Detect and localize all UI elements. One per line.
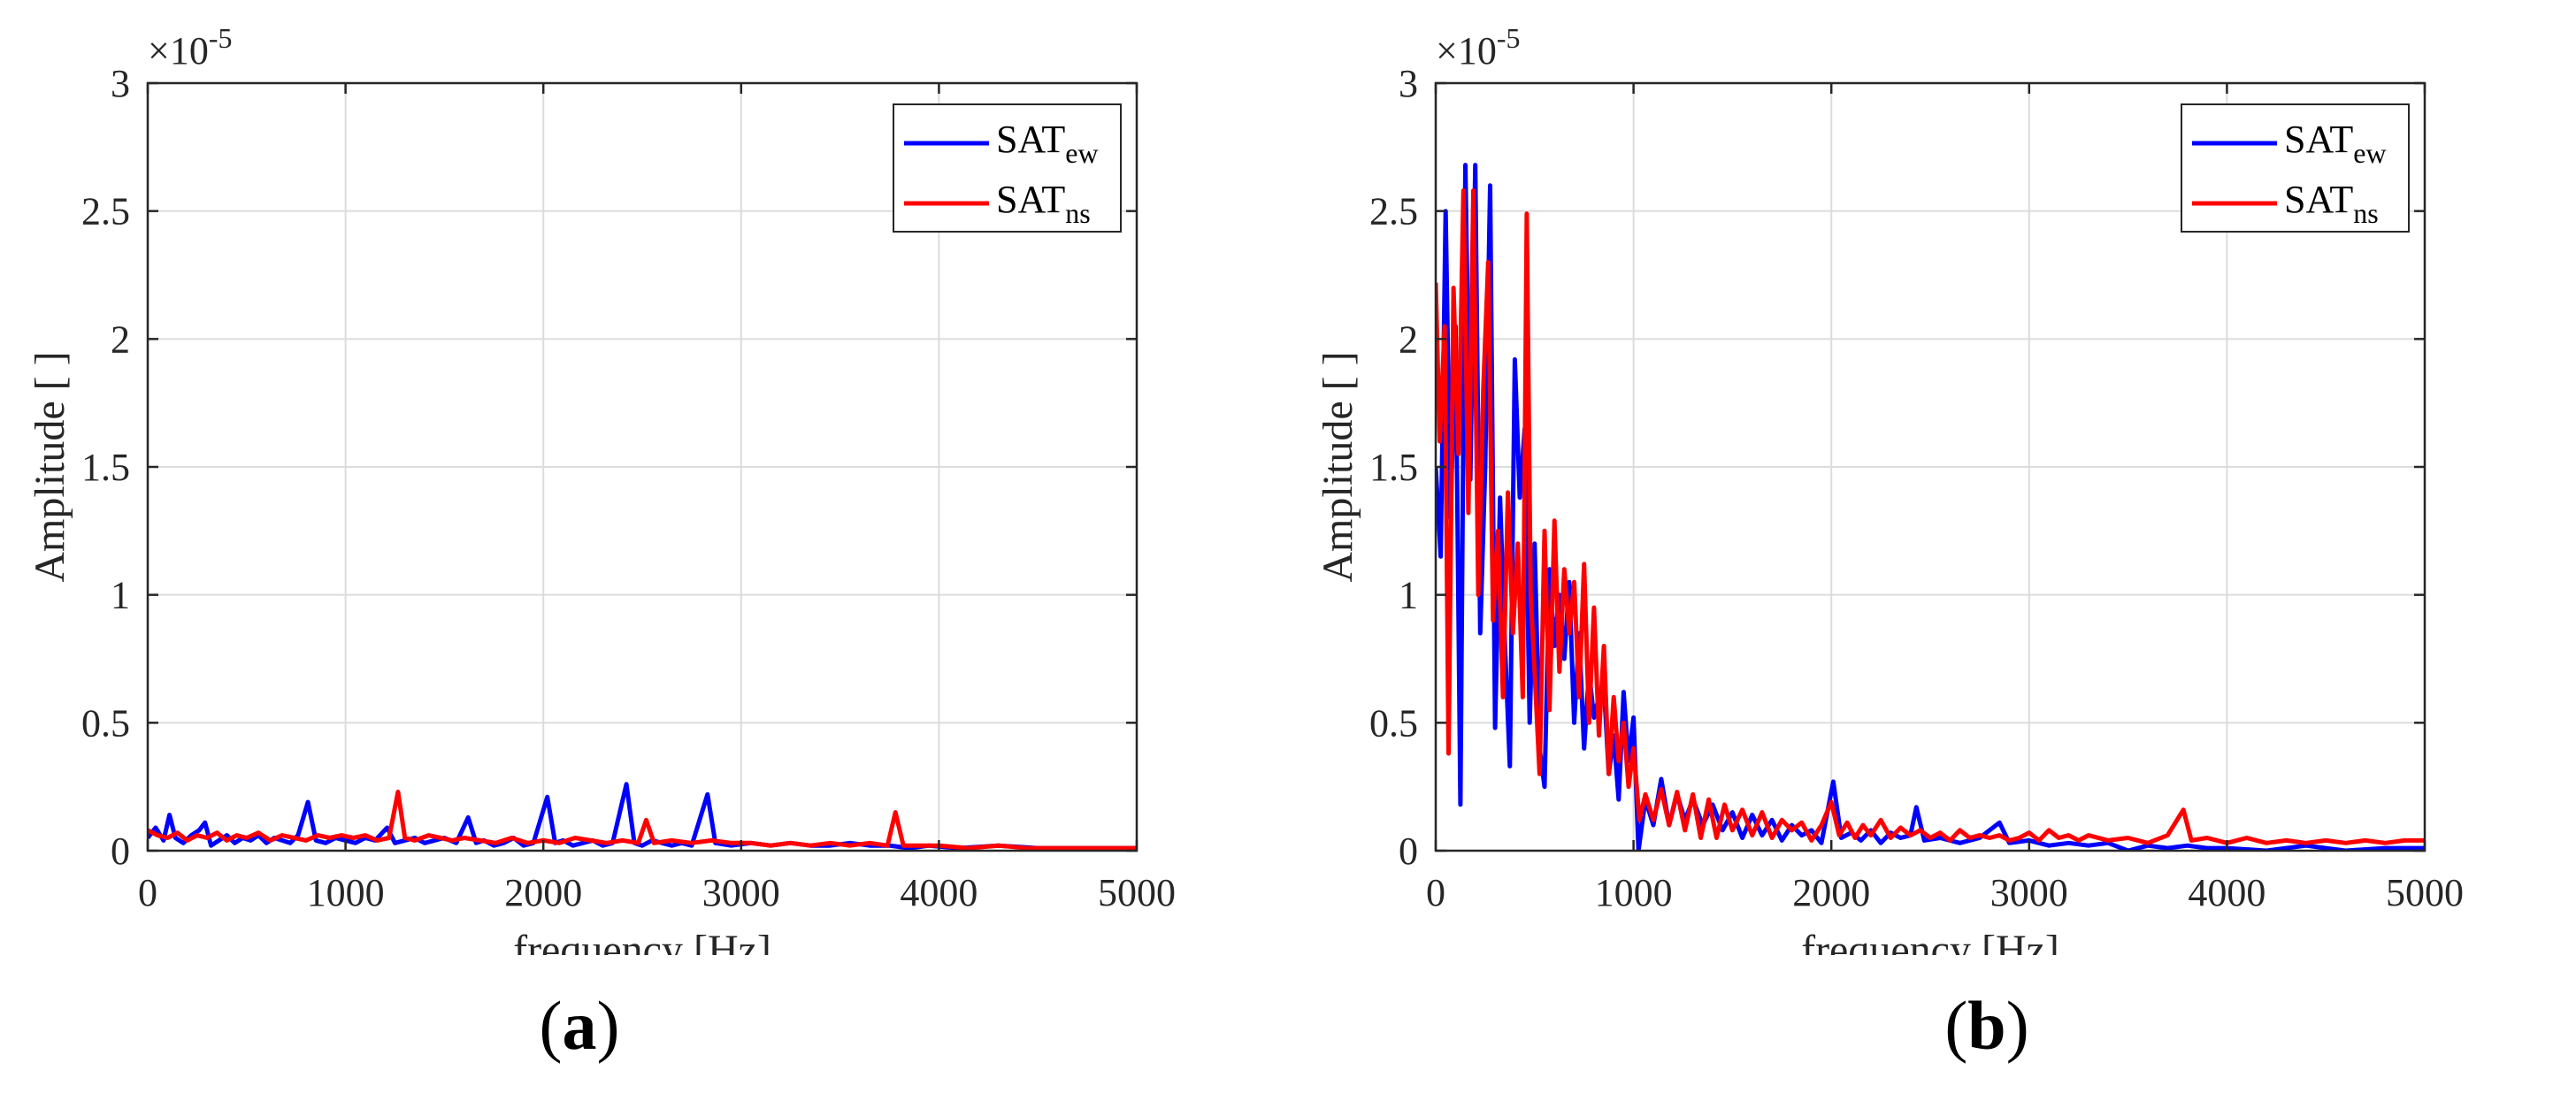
panel-label-a: (a) bbox=[539, 987, 620, 1064]
y-tick-label-5: 2.5 bbox=[81, 190, 130, 233]
legend-box bbox=[893, 103, 1122, 233]
y-tick-label-6: 3 bbox=[111, 62, 130, 105]
legend-box bbox=[2181, 103, 2410, 233]
series-line-ns bbox=[148, 790, 1137, 851]
y-exponent-label: ×10-5 bbox=[148, 22, 232, 73]
x-tick-label-2: 2000 bbox=[504, 871, 582, 914]
y-tick-label-1: 0.5 bbox=[1369, 701, 1418, 745]
x-tick-label-5: 5000 bbox=[2386, 871, 2464, 914]
x-tick-label-1: 1000 bbox=[1595, 871, 1673, 914]
y-tick-label-0: 0 bbox=[1399, 829, 1418, 873]
chart-b: 0 1000 2000 3000 4000 5000 0 0.5 1 1.5 2 2.5 3 ×10-5 f… bbox=[1315, 22, 2464, 955]
y-tick-label-5: 2.5 bbox=[1369, 190, 1418, 233]
legend-label-ew: SATew bbox=[2284, 118, 2387, 169]
legend: SATew SATns bbox=[893, 103, 1122, 233]
y-tick-label-0: 0 bbox=[111, 829, 130, 873]
chart-a: 0 1000 2000 3000 4000 5000 0 0.5 1 1.5 2 2.5 3 ×10-5 f… bbox=[27, 22, 1176, 955]
y-tick-label-6: 3 bbox=[1399, 62, 1418, 105]
x-tick-label-5: 5000 bbox=[1098, 871, 1176, 914]
y-tick-label-4: 2 bbox=[111, 317, 130, 361]
x-tick-label-0: 0 bbox=[1426, 871, 1445, 914]
x-tick-label-1: 1000 bbox=[307, 871, 385, 914]
y-tick-label-1: 0.5 bbox=[81, 701, 130, 745]
y-tick-label-3: 1.5 bbox=[81, 446, 130, 489]
y-exponent-label: ×10-5 bbox=[1436, 22, 1520, 73]
series-line-ns bbox=[1436, 188, 2425, 845]
y-tick-label-3: 1.5 bbox=[1369, 446, 1418, 489]
x-tick-label-0: 0 bbox=[138, 871, 157, 914]
y-tick-label-4: 2 bbox=[1399, 317, 1418, 361]
panel-label-b: (b) bbox=[1944, 987, 2029, 1064]
legend-label-ew: SATew bbox=[996, 118, 1099, 169]
y-axis-label: Amplitude [ ] bbox=[27, 351, 73, 582]
x-tick-label-3: 3000 bbox=[1990, 871, 2068, 914]
y-tick-label-2: 1 bbox=[1399, 574, 1418, 617]
y-axis-label: Amplitude [ ] bbox=[1315, 351, 1361, 582]
legend: SATew SATns bbox=[2181, 103, 2410, 233]
x-tick-label-4: 4000 bbox=[900, 871, 978, 914]
legend-label-ns: SATns bbox=[2284, 178, 2379, 229]
y-tick-label-2: 1 bbox=[111, 574, 130, 617]
x-axis-label: frequency [Hz] bbox=[1801, 927, 2059, 955]
x-tick-label-2: 2000 bbox=[1792, 871, 1870, 914]
x-axis-label: frequency [Hz] bbox=[513, 927, 771, 955]
x-tick-label-4: 4000 bbox=[2188, 871, 2266, 914]
legend-label-ns: SATns bbox=[996, 178, 1091, 229]
x-tick-label-3: 3000 bbox=[702, 871, 780, 914]
